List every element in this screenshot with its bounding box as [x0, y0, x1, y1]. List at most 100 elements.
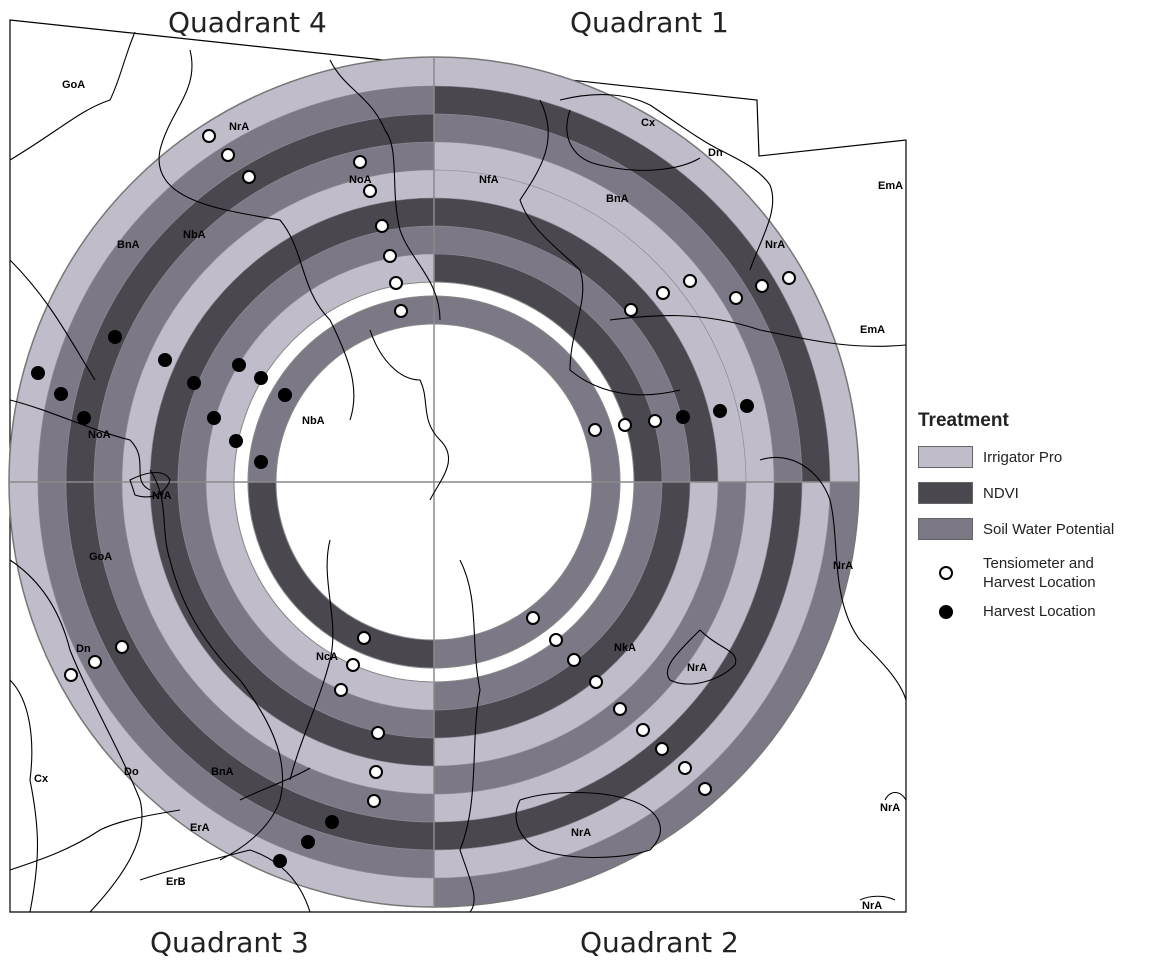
soil-label: GoA — [62, 79, 85, 91]
tensiometer-point — [64, 668, 78, 682]
soil-label: NfA — [152, 490, 172, 502]
tensiometer-point — [782, 271, 796, 285]
soil-label: NbA — [302, 415, 325, 427]
soil-label: NoA — [349, 174, 372, 186]
tensiometer-point — [683, 274, 697, 288]
quadrant-4-title: Quadrant 4 — [168, 6, 327, 39]
harvest-point — [158, 353, 172, 367]
tensiometer-point — [613, 702, 627, 716]
harvest-point — [31, 366, 45, 380]
soil-label: GoA — [89, 551, 112, 563]
tensiometer-point — [588, 423, 602, 437]
tensiometer-point — [526, 611, 540, 625]
tensiometer-point — [346, 658, 360, 672]
harvest-point — [229, 434, 243, 448]
legend-label: NDVI — [983, 484, 1019, 502]
tensiometer-point — [729, 291, 743, 305]
tensiometer-point — [389, 276, 403, 290]
soil-label: Do — [124, 766, 139, 778]
tensiometer-point — [369, 765, 383, 779]
tensiometer-point — [383, 249, 397, 263]
legend-swatch — [918, 482, 973, 504]
legend-item-irrigator-pro: Irrigator Pro — [918, 442, 1158, 472]
treatment-rings — [8, 56, 860, 908]
soil-label: BnA — [211, 766, 234, 778]
tensiometer-point — [567, 653, 581, 667]
harvest-point — [278, 388, 292, 402]
tensiometer-point — [371, 726, 385, 740]
tensiometer-point — [678, 761, 692, 775]
tensiometer-point — [624, 303, 638, 317]
soil-label: EmA — [878, 180, 903, 192]
tensiometer-point — [618, 418, 632, 432]
harvest-point — [54, 387, 68, 401]
tensiometer-point — [589, 675, 603, 689]
soil-label: NrA — [765, 239, 785, 251]
harvest-point — [676, 410, 690, 424]
soil-label: NoA — [88, 429, 111, 441]
tensiometer-point — [549, 633, 563, 647]
legend-swatch — [918, 446, 973, 468]
tensiometer-point — [755, 279, 769, 293]
soil-label: Cx — [641, 117, 656, 129]
soil-label: NrA — [862, 900, 882, 912]
tensiometer-point — [357, 631, 371, 645]
harvest-point — [301, 835, 315, 849]
soil-label: NkA — [614, 642, 636, 654]
sampling-points — [31, 129, 796, 868]
soil-label: EmA — [860, 324, 885, 336]
tensiometer-point — [334, 683, 348, 697]
harvest-point — [207, 411, 221, 425]
legend: Treatment Irrigator Pro NDVI Soil Water … — [918, 410, 1158, 621]
soil-label: Dn — [708, 147, 723, 159]
quadrant-2-title: Quadrant 2 — [580, 926, 739, 959]
tensiometer-point — [655, 742, 669, 756]
harvest-point — [740, 399, 754, 413]
soil-label: NrA — [687, 662, 707, 674]
tensiometer-point — [656, 286, 670, 300]
harvest-point — [232, 358, 246, 372]
tensiometer-point — [88, 655, 102, 669]
harvest-point — [254, 455, 268, 469]
soil-label: NrA — [880, 802, 900, 814]
soil-label: NrA — [571, 827, 591, 839]
filled-circle-icon — [918, 604, 973, 619]
harvest-point — [254, 371, 268, 385]
soil-label: NrA — [229, 121, 249, 133]
soil-labels: GoA NrA NoA BnA NbA NfA Cx Dn BnA EmA Nr… — [34, 79, 903, 912]
tensiometer-point — [221, 148, 235, 162]
legend-swatch — [918, 518, 973, 540]
legend-label: Harvest Location — [983, 603, 1096, 620]
soil-label: Cx — [34, 773, 49, 785]
tensiometer-point — [367, 794, 381, 808]
quadrant-3-title: Quadrant 3 — [150, 926, 309, 959]
soil-label: BnA — [606, 193, 629, 205]
legend-title: Treatment — [918, 410, 1009, 431]
soil-label: Dn — [76, 643, 91, 655]
soil-label: ErB — [166, 876, 186, 888]
tensiometer-point — [353, 155, 367, 169]
harvest-point — [77, 411, 91, 425]
soil-label: BnA — [117, 239, 140, 251]
legend-label: Harvest Location — [983, 574, 1096, 591]
tensiometer-point — [115, 640, 129, 654]
harvest-point — [713, 404, 727, 418]
quadrant-1-title: Quadrant 1 — [570, 6, 729, 39]
tensiometer-point — [698, 782, 712, 796]
soil-label: NrA — [833, 560, 853, 572]
tensiometer-point — [375, 219, 389, 233]
open-circle-icon — [918, 566, 973, 580]
tensiometer-point — [648, 414, 662, 428]
soil-label: NfA — [479, 174, 499, 186]
tensiometer-point — [636, 723, 650, 737]
legend-label: Tensiometer and — [983, 555, 1094, 572]
legend-label: Soil Water Potential — [983, 520, 1115, 538]
soil-label: NcA — [316, 651, 338, 663]
soil-label: ErA — [190, 822, 210, 834]
legend-item-soil-water-potential: Soil Water Potential — [918, 514, 1158, 544]
harvest-point — [325, 815, 339, 829]
harvest-point — [273, 854, 287, 868]
legend-item-tensiometer: Tensiometer and Harvest Location — [918, 554, 1158, 592]
harvest-point — [108, 330, 122, 344]
